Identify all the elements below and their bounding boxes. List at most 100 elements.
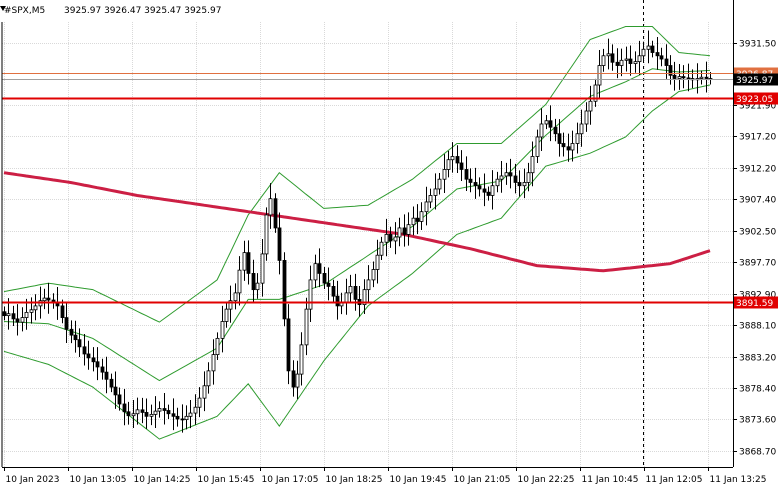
candle-body bbox=[499, 175, 504, 180]
candle bbox=[672, 61, 677, 91]
candle-body bbox=[131, 413, 136, 417]
candles bbox=[2, 30, 713, 433]
chart-title-symbol: #SPX,M5 bbox=[4, 6, 45, 16]
candle bbox=[366, 265, 371, 303]
candle-body bbox=[100, 366, 105, 373]
candle bbox=[11, 305, 16, 326]
chart-dropdown-icon[interactable] bbox=[0, 6, 6, 11]
candle bbox=[557, 119, 562, 157]
candle-body bbox=[206, 370, 211, 387]
candle bbox=[650, 40, 655, 58]
candle bbox=[175, 407, 180, 427]
y-tick-label: 3873.60 bbox=[739, 416, 776, 426]
candle-body bbox=[424, 201, 429, 213]
moving-average bbox=[3, 171, 711, 273]
candle-body bbox=[6, 313, 11, 317]
candle bbox=[153, 396, 158, 428]
candle bbox=[362, 279, 367, 314]
y-tick-label: 3907.40 bbox=[739, 196, 776, 206]
candle bbox=[64, 302, 69, 344]
candle-body bbox=[393, 236, 398, 242]
candle bbox=[499, 160, 504, 193]
candle bbox=[437, 173, 442, 195]
candle-body bbox=[704, 76, 709, 79]
candle bbox=[260, 238, 265, 297]
candle-body bbox=[566, 146, 571, 151]
candle bbox=[291, 360, 296, 397]
candle bbox=[122, 389, 127, 426]
candle-body bbox=[69, 328, 74, 336]
candle bbox=[646, 30, 651, 64]
candle-body bbox=[637, 55, 642, 63]
candle bbox=[468, 168, 473, 193]
bollinger-upper-line bbox=[3, 26, 711, 323]
candle bbox=[184, 405, 189, 430]
candle-body bbox=[184, 415, 189, 420]
candle bbox=[295, 360, 300, 400]
candle-body bbox=[455, 156, 460, 164]
candle bbox=[211, 339, 216, 385]
y-tick-label: 3931.50 bbox=[739, 40, 776, 50]
candle-body bbox=[149, 413, 154, 417]
candle bbox=[619, 48, 624, 77]
candle-body bbox=[477, 185, 482, 190]
candle-body bbox=[406, 224, 411, 235]
candle-body bbox=[641, 48, 646, 57]
candle bbox=[641, 41, 646, 63]
candle bbox=[450, 142, 455, 173]
candle bbox=[357, 285, 362, 317]
candle-body bbox=[117, 394, 122, 405]
candle bbox=[113, 371, 118, 409]
candle bbox=[695, 63, 700, 94]
candle bbox=[526, 162, 531, 192]
candle bbox=[273, 193, 278, 233]
candle bbox=[317, 248, 322, 288]
candle-body bbox=[202, 385, 207, 399]
candle bbox=[42, 288, 47, 310]
candle bbox=[91, 347, 96, 372]
candle bbox=[637, 40, 642, 76]
candle bbox=[171, 398, 176, 431]
candle-body bbox=[433, 188, 438, 196]
candle-body bbox=[459, 162, 464, 170]
candle-body bbox=[686, 77, 691, 80]
candle-body bbox=[113, 386, 118, 396]
candle bbox=[668, 55, 673, 85]
candle bbox=[570, 130, 575, 162]
candle-body bbox=[539, 123, 544, 138]
candle bbox=[397, 217, 402, 247]
x-tick-label: 10 Jan 2023 bbox=[6, 475, 60, 485]
candle bbox=[24, 298, 29, 330]
candle-body bbox=[584, 110, 589, 125]
candle-body bbox=[419, 211, 424, 222]
chart-title-ohlc: 3925.97 3926.47 3925.47 3925.97 bbox=[64, 6, 221, 16]
candle-body bbox=[384, 234, 389, 243]
candle-body bbox=[402, 227, 407, 235]
candle-body bbox=[588, 100, 593, 112]
candle bbox=[224, 302, 229, 328]
candle-body bbox=[366, 279, 371, 291]
candle bbox=[166, 404, 171, 420]
candle-body bbox=[11, 313, 16, 320]
candle bbox=[304, 297, 309, 356]
x-tick-label: 10 Jan 14:25 bbox=[134, 475, 191, 485]
candle-body bbox=[508, 172, 513, 177]
candle bbox=[100, 358, 105, 380]
candle-body bbox=[664, 58, 669, 66]
candle-body bbox=[606, 53, 611, 57]
y-tick-label: 3892.90 bbox=[739, 291, 776, 301]
candle bbox=[593, 78, 598, 107]
candle-body bbox=[619, 59, 624, 66]
candle-body bbox=[295, 373, 300, 388]
candle-body bbox=[2, 311, 7, 317]
candle bbox=[215, 332, 220, 361]
candle-body bbox=[597, 65, 602, 86]
candle bbox=[206, 362, 211, 394]
candle bbox=[575, 122, 580, 154]
candle bbox=[2, 306, 7, 321]
candle-body bbox=[548, 120, 553, 128]
x-tick-label: 10 Jan 17:05 bbox=[262, 475, 319, 485]
